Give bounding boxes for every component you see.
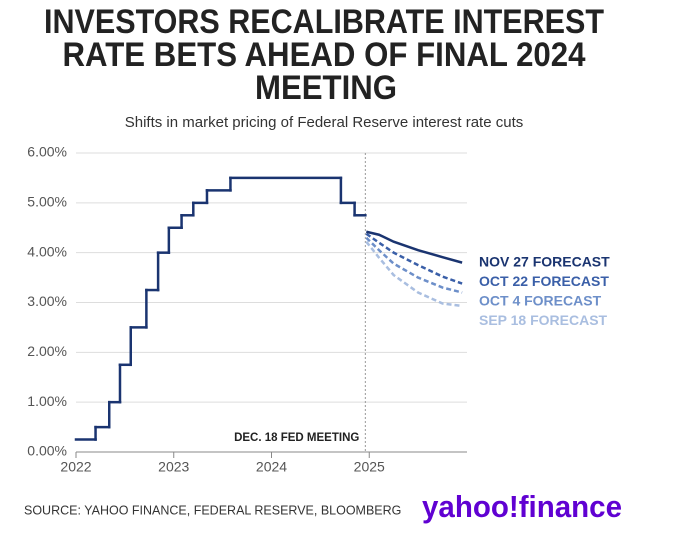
forecast-line: [365, 232, 463, 285]
chart-title: RATE BETS AHEAD OF FINAL 2024: [63, 36, 586, 74]
legend-label: NOV 27 FORECAST: [479, 254, 610, 270]
legend-label: SEP 18 FORECAST: [479, 312, 608, 328]
y-tick-label: 1.00%: [27, 393, 67, 409]
x-tick-label: 2023: [158, 459, 189, 475]
y-tick-label: 5.00%: [27, 194, 67, 210]
y-tick-label: 2.00%: [27, 343, 67, 359]
forecast-line: [365, 236, 463, 294]
y-tick-label: 0.00%: [27, 443, 67, 459]
y-tick-label: 3.00%: [27, 293, 67, 309]
logo: yahoo!finance: [422, 489, 622, 524]
x-tick-label: 2025: [354, 459, 385, 475]
legend-label: OCT 22 FORECAST: [479, 273, 609, 289]
forecast-line: [366, 230, 463, 264]
y-tick-label: 4.00%: [27, 243, 67, 259]
chart-subtitle: Shifts in market pricing of Federal Rese…: [125, 114, 524, 131]
annotation-label: DEC. 18 FED MEETING: [234, 432, 359, 444]
source: SOURCE: YAHOO FINANCE, FEDERAL RESERVE, …: [24, 503, 401, 517]
chart-title: INVESTORS RECALIBRATE INTEREST: [44, 3, 604, 41]
chart-title: MEETING: [255, 69, 397, 107]
y-tick-label: 6.00%: [27, 144, 67, 160]
legend-label: OCT 4 FORECAST: [479, 293, 602, 309]
x-tick-label: 2022: [60, 459, 91, 475]
x-tick-label: 2024: [256, 459, 287, 475]
forecast-line: [365, 240, 463, 308]
